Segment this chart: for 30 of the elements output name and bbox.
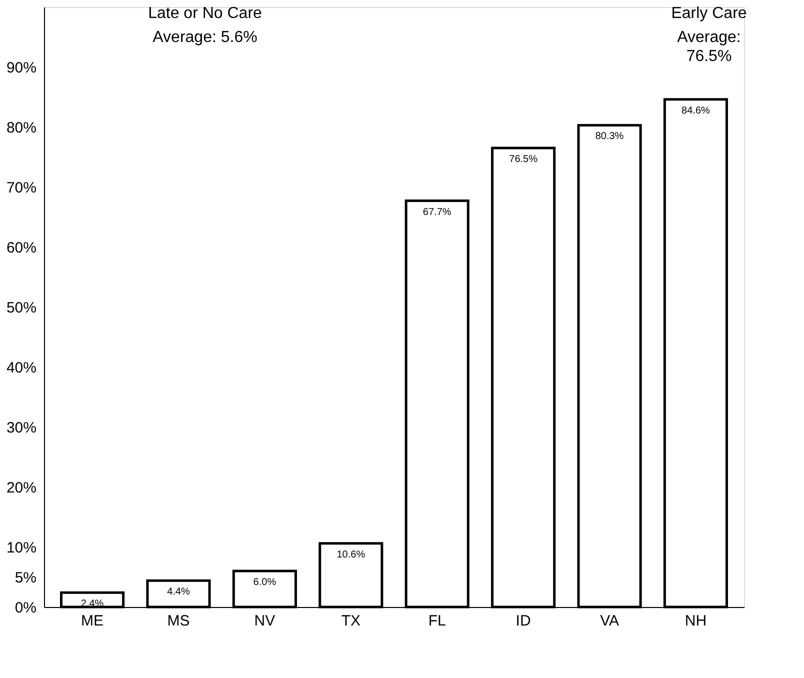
- x-tick-label: ME: [81, 612, 104, 630]
- data-label: 4.4%: [167, 586, 190, 598]
- annotation: Early Care: [671, 5, 747, 22]
- y-tick-label: 10%: [6, 540, 36, 556]
- data-label: 84.6%: [682, 105, 710, 116]
- data-label: 80.3%: [595, 131, 624, 142]
- data-label: 6.0%: [253, 577, 276, 588]
- annotation: Average: 5.6%: [152, 29, 258, 46]
- y-tick-label: 60%: [6, 240, 36, 256]
- y-tick-label: 40%: [6, 360, 36, 376]
- y-tick-label: 0%: [14, 600, 36, 616]
- y-tick-label: 30%: [6, 420, 36, 436]
- y-tick-label: 70%: [6, 180, 36, 196]
- x-tick-label: VA: [600, 612, 619, 630]
- y-tick-label: 5%: [14, 570, 36, 586]
- y-tick-label: 90%: [6, 60, 36, 76]
- data-label: 10.6%: [336, 549, 366, 560]
- x-tick-label: TX: [341, 612, 360, 630]
- x-tick-label: NV: [254, 612, 276, 630]
- y-tick-label: 80%: [6, 120, 36, 136]
- x-tick-label: ID: [516, 612, 531, 630]
- x-tick-label: FL: [428, 612, 446, 630]
- annotation: Average: 76.5%: [677, 29, 741, 65]
- x-tick-label: MS: [167, 612, 190, 630]
- y-tick-label: 20%: [6, 480, 36, 496]
- annotation: Late or No Care: [148, 5, 262, 22]
- x-tick-label: NH: [684, 612, 707, 630]
- data-label: 67.7%: [422, 206, 452, 218]
- data-label: 76.5%: [509, 154, 538, 165]
- y-tick-label: 50%: [6, 300, 36, 316]
